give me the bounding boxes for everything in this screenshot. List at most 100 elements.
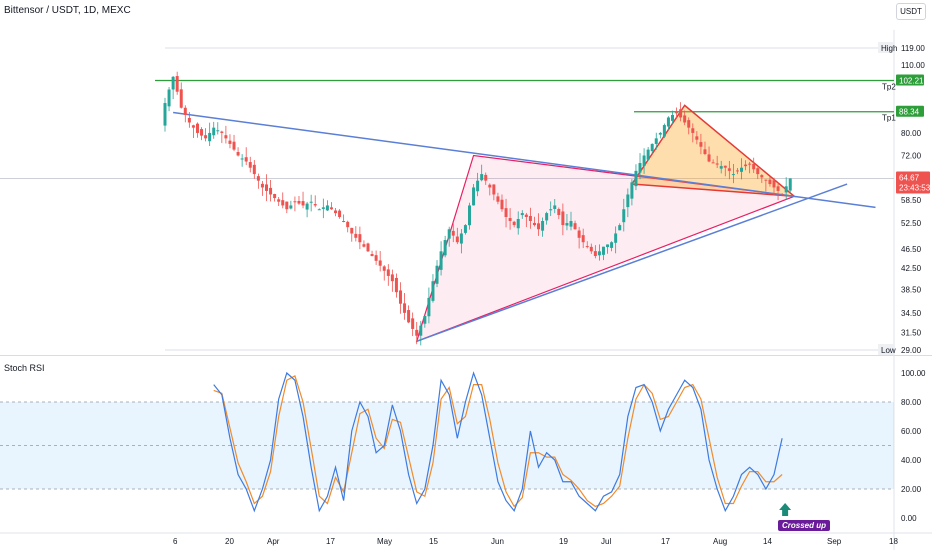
candle-body (553, 205, 557, 210)
candle-body (780, 194, 784, 196)
candle-body (317, 209, 321, 211)
candle-body (610, 242, 614, 248)
candle-body (683, 115, 687, 123)
price-tick-label: 34.50 (901, 309, 922, 318)
candle-body (735, 170, 739, 172)
candle-body (618, 225, 622, 231)
candle-body (431, 281, 435, 301)
x-tick-label: Jul (601, 537, 611, 546)
candle-body (585, 246, 589, 248)
level-price-text-tp1: 88.34 (899, 108, 920, 117)
candle-body (313, 204, 317, 206)
candle-body (589, 246, 593, 252)
x-tick-label: May (377, 537, 392, 546)
candle-body (593, 251, 597, 257)
candle-body (293, 201, 297, 203)
candle-body (305, 203, 309, 210)
candle-body (528, 215, 532, 222)
rsi-tick-label: 80.00 (901, 398, 922, 407)
trendline-upper-descending (173, 111, 876, 209)
candle-body (277, 199, 281, 202)
candle-body (638, 163, 642, 173)
candle-body (569, 221, 573, 227)
candle-body (723, 165, 727, 168)
price-tick-label: 80.00 (901, 129, 922, 138)
candle-body (504, 208, 508, 218)
candle-body (256, 176, 260, 181)
candle-body (390, 274, 394, 282)
price-tick-label: 38.50 (901, 285, 922, 294)
candle-body (285, 201, 289, 210)
chart-title: Bittensor / USDT, 1D, MEXC (4, 5, 131, 16)
x-tick-label: 17 (326, 537, 335, 546)
candle-body (496, 196, 500, 202)
candle-body (752, 163, 756, 170)
candle-body (687, 120, 691, 128)
candle-body (597, 251, 601, 256)
candle-body (451, 230, 455, 236)
candle-body (248, 162, 252, 168)
pane-divider[interactable] (0, 355, 932, 356)
x-tick-label: 20 (225, 537, 234, 546)
price-tick-label: 110.00 (901, 61, 925, 70)
candle-body (338, 210, 342, 218)
candle-body (537, 223, 541, 230)
x-tick-label: 14 (763, 537, 772, 546)
level-price-text-tp2: 102.21 (899, 77, 924, 86)
candle-body (630, 182, 634, 199)
candle-body (325, 205, 329, 211)
price-tick-label: 31.50 (901, 328, 922, 337)
candle-body (220, 131, 224, 133)
quote-currency-button[interactable]: USDT (896, 3, 926, 20)
candle-body (472, 187, 476, 206)
candle-body (459, 233, 463, 244)
candle-body (281, 200, 285, 206)
candle-body (516, 219, 520, 229)
candle-body (358, 234, 362, 243)
candle-body (171, 76, 175, 90)
candle-body (370, 254, 374, 257)
candle-body (455, 236, 459, 243)
candle-body (423, 315, 427, 324)
candle-body (480, 174, 484, 181)
candle-body (415, 329, 419, 336)
candle-body (532, 222, 536, 226)
candle-body (232, 141, 236, 150)
trendline-lower-ascending (416, 183, 848, 343)
candle-body (269, 187, 273, 195)
candle-body (163, 103, 167, 126)
candle-body (252, 164, 256, 175)
candle-body (366, 243, 370, 252)
candle-body (374, 255, 378, 261)
bull-pennant (630, 104, 797, 198)
candle-body (342, 221, 346, 223)
candle-body (216, 130, 220, 132)
candle-body (212, 127, 216, 136)
candle-body (524, 214, 528, 218)
candle-body (727, 168, 731, 171)
candle-body (476, 180, 480, 192)
candle-body (573, 223, 577, 230)
candle-body (167, 89, 171, 107)
candle-body (654, 138, 658, 144)
rsi-tick-label: 0.00 (901, 514, 917, 523)
candle-body (601, 246, 605, 255)
candle-body (756, 168, 760, 175)
level-label-tp2: Tp2 (882, 83, 896, 92)
x-tick-label: 19 (559, 537, 568, 546)
rsi-tick-label: 40.00 (901, 456, 922, 465)
price-tick-label: 72.00 (901, 151, 922, 160)
candle-body (411, 318, 415, 329)
candle-body (309, 201, 313, 203)
crossed-up-arrow-icon (779, 503, 792, 516)
candle-body (740, 167, 744, 172)
candle-body (679, 109, 683, 118)
candle-body (329, 207, 333, 210)
candles-group (163, 71, 792, 346)
candle-body (545, 213, 549, 221)
candle-body (297, 200, 301, 204)
candle-body (646, 149, 650, 160)
x-tick-label: 17 (661, 537, 670, 546)
high-label-bg (878, 42, 894, 53)
